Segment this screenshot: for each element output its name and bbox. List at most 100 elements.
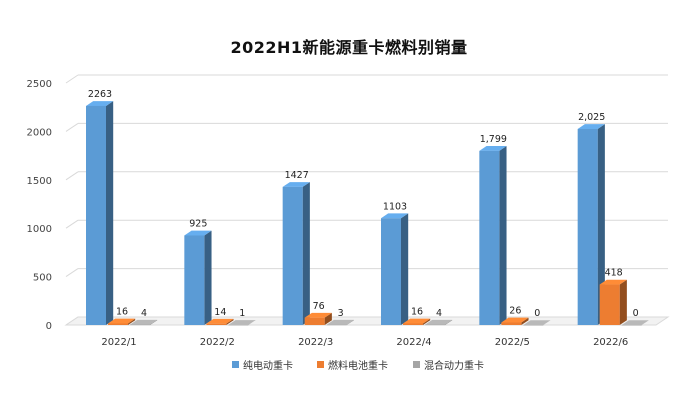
bar-side	[346, 319, 354, 325]
y-tick-label: 500	[33, 273, 52, 284]
bar	[86, 101, 114, 326]
data-label: 16	[411, 307, 423, 318]
bar-front	[425, 324, 445, 326]
data-label: 925	[189, 219, 207, 230]
gridline-side	[65, 171, 79, 181]
bar-front	[599, 284, 620, 325]
bar-top	[282, 182, 310, 187]
data-label: 1,799	[480, 134, 507, 145]
data-label: 26	[509, 306, 521, 317]
bar-side	[204, 230, 212, 325]
bar-top	[86, 101, 114, 106]
x-tick-label: 2022/4	[396, 337, 431, 348]
y-tick-label: 1000	[27, 224, 52, 235]
gridline-side	[65, 74, 79, 84]
bar-top	[326, 319, 354, 325]
bar	[184, 230, 212, 325]
legend-label: 燃料电池重卡	[328, 359, 388, 372]
bar-side	[423, 318, 431, 325]
bar-front	[403, 323, 423, 325]
bar-side	[106, 101, 114, 325]
data-label: 4	[436, 308, 442, 319]
bar-side	[597, 124, 605, 326]
bar	[108, 318, 136, 325]
bar	[282, 182, 310, 325]
x-tick-label: 2022/6	[593, 337, 628, 348]
bar-front	[326, 324, 347, 326]
bar-top	[577, 124, 605, 129]
bar-side	[150, 319, 158, 325]
bar	[206, 318, 234, 325]
bar	[577, 124, 605, 326]
bar	[304, 312, 332, 325]
x-tick-label: 2022/5	[495, 337, 530, 348]
bar-front	[381, 218, 401, 325]
bar-side	[521, 317, 529, 325]
data-label: 3	[338, 308, 344, 319]
bar-side	[401, 213, 409, 325]
bar-front	[108, 323, 128, 325]
x-tick-label: 2022/2	[200, 337, 235, 348]
gridline-side	[65, 122, 79, 132]
bar-top	[501, 317, 529, 323]
data-label: 1427	[285, 170, 309, 181]
bar	[381, 213, 409, 325]
bar-side	[619, 279, 627, 325]
legend-swatch	[232, 361, 239, 368]
legend-label: 混合动力重卡	[424, 359, 484, 372]
bar-top	[184, 230, 212, 236]
gridline-side	[65, 268, 79, 278]
bar-front	[184, 235, 205, 325]
data-label: 1	[239, 308, 245, 319]
bar-top	[403, 318, 431, 324]
bar-top	[206, 318, 234, 324]
bar	[228, 320, 256, 326]
bar-side	[248, 320, 256, 325]
bar-front	[501, 322, 522, 325]
bar-side	[445, 319, 453, 325]
bar	[403, 318, 431, 325]
legend-item: 燃料电池重卡	[317, 359, 388, 372]
bar	[621, 320, 649, 326]
bar	[326, 319, 354, 326]
bar-front	[621, 325, 642, 326]
bar-front	[130, 324, 150, 326]
bar-front	[282, 186, 303, 325]
bar-top	[425, 319, 453, 325]
data-label: 4	[141, 308, 147, 319]
data-label: 418	[605, 268, 623, 279]
bar-side	[302, 182, 310, 325]
data-label: 0	[534, 308, 540, 319]
bar	[599, 279, 627, 325]
bar-top	[130, 319, 158, 325]
bar	[523, 320, 551, 326]
data-label: 1103	[383, 201, 407, 212]
data-label: 2263	[88, 89, 112, 100]
data-label: 76	[313, 301, 325, 312]
legend-swatch	[317, 361, 324, 368]
bar	[479, 146, 507, 325]
data-label: 14	[214, 307, 226, 318]
bar-side	[499, 146, 507, 325]
bar-front	[577, 128, 598, 325]
data-label: 2,025	[578, 112, 605, 123]
bar-top	[621, 320, 649, 325]
data-label: 16	[116, 307, 128, 318]
legend-item: 纯电动重卡	[232, 359, 293, 372]
bar	[425, 319, 453, 326]
bar-front	[523, 325, 544, 326]
bar-side	[324, 312, 332, 325]
bar-side	[128, 318, 136, 325]
data-label: 0	[633, 308, 639, 319]
bar-front	[86, 105, 106, 326]
bar-front	[228, 324, 249, 326]
bar-front	[304, 317, 325, 325]
bar-top	[599, 279, 627, 285]
bar-top	[304, 312, 332, 318]
gridline-side	[65, 219, 79, 229]
bar-top	[523, 320, 551, 325]
bar-top	[108, 318, 136, 324]
y-tick-label: 2500	[27, 79, 52, 90]
